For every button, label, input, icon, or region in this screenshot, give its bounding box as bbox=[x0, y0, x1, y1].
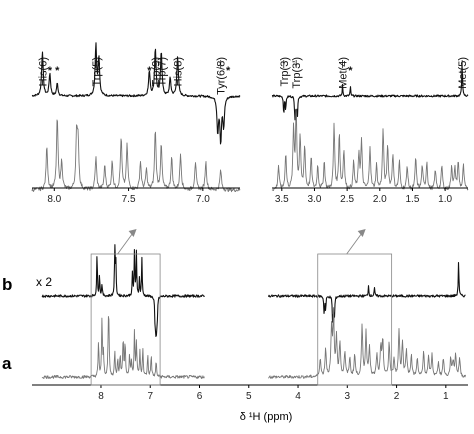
trace-b-top-aliphatic bbox=[271, 62, 469, 121]
zoom-boxes bbox=[90, 229, 393, 386]
spectrum-traces bbox=[31, 42, 469, 379]
peak-label-met-5: Met(5) bbox=[457, 57, 469, 89]
top-right-tick-label-2.0: 2.0 bbox=[373, 194, 387, 205]
top-right-tick-label-2.5: 2.5 bbox=[340, 194, 354, 205]
asterisk-5: * bbox=[348, 65, 353, 77]
top-left-tick-label-8.0: 8.0 bbox=[47, 194, 61, 205]
bottom-tick-label-3: 3 bbox=[345, 391, 351, 402]
peak-labels: His(6) Trp(5) Trp(9)Trp(7) His(8) Tyr(6/8) Tr… bbox=[37, 57, 469, 95]
asterisk-4: * bbox=[226, 65, 231, 77]
peak-label-trp-9: Trp(9) bbox=[150, 57, 162, 87]
trace-b-bottom-aliphatic bbox=[267, 262, 466, 326]
top-right-tick-label-3.0: 3.0 bbox=[308, 194, 322, 205]
zoom-arrow-head-2 bbox=[357, 229, 366, 237]
zoom-arrow-line-1 bbox=[117, 231, 134, 255]
peak-label-trp-5: Trp(5) bbox=[91, 57, 103, 87]
asterisk-2: * bbox=[55, 65, 60, 77]
peak-label-trp-3: Trp(3) bbox=[279, 57, 291, 87]
zoom-arrow-line-2 bbox=[346, 231, 364, 255]
bottom-tick-label-2: 2 bbox=[394, 391, 400, 402]
axes: 8.0 7.5 7.0 3.5 3.0 2.5 2.0 1.5 1.0 8 7 6 5 4 3 2 1 bbox=[32, 187, 468, 402]
trace-a-bottom-aromatic bbox=[41, 316, 205, 379]
bottom-tick-label-1: 1 bbox=[443, 391, 449, 402]
peak-label-trp-3: Trp(3') bbox=[291, 57, 303, 89]
top-right-tick-label-1.5: 1.5 bbox=[406, 194, 420, 205]
zoom-box-1 bbox=[90, 253, 161, 386]
top-right-tick-label-3.5: 3.5 bbox=[275, 194, 289, 205]
trace-a-top-aromatic bbox=[31, 119, 241, 193]
bottom-tick-label-6: 6 bbox=[197, 391, 203, 402]
bottom-tick-label-5: 5 bbox=[246, 391, 252, 402]
peak-label-his-8: His(8) bbox=[173, 57, 185, 86]
trace-a-bottom-aliphatic bbox=[268, 307, 466, 379]
trace-b-top-aromatic bbox=[31, 42, 241, 145]
scale-factor-label: x 2 bbox=[36, 275, 52, 289]
panel-letter-a: a bbox=[2, 354, 12, 373]
bottom-tick-label-7: 7 bbox=[147, 391, 153, 402]
top-right-tick-label-1.0: 1.0 bbox=[438, 194, 452, 205]
trace-b-bottom-aromatic bbox=[41, 244, 205, 337]
panel-letter-b: b bbox=[2, 275, 12, 294]
top-left-tick-label-7.5: 7.5 bbox=[122, 194, 136, 205]
asterisk-1: * bbox=[48, 65, 53, 77]
x-axis-label: δ ¹H (ppm) bbox=[240, 411, 293, 423]
peak-label-met-4: Met(4) bbox=[338, 57, 350, 89]
trace-a-top-aliphatic bbox=[271, 108, 469, 191]
bottom-tick-label-4: 4 bbox=[295, 391, 301, 402]
peak-label-his-6: His(6) bbox=[37, 57, 49, 86]
bottom-tick-label-8: 8 bbox=[98, 391, 104, 402]
asterisk-3: * bbox=[147, 65, 152, 77]
peak-label-tyr-6-8: Tyr(6/8) bbox=[216, 57, 228, 95]
top-left-tick-label-7.0: 7.0 bbox=[196, 194, 210, 205]
peak-label-trp-7: Trp(7) bbox=[156, 57, 168, 87]
zoom-arrow-head-1 bbox=[128, 229, 137, 237]
zoom-box-2 bbox=[317, 253, 393, 386]
